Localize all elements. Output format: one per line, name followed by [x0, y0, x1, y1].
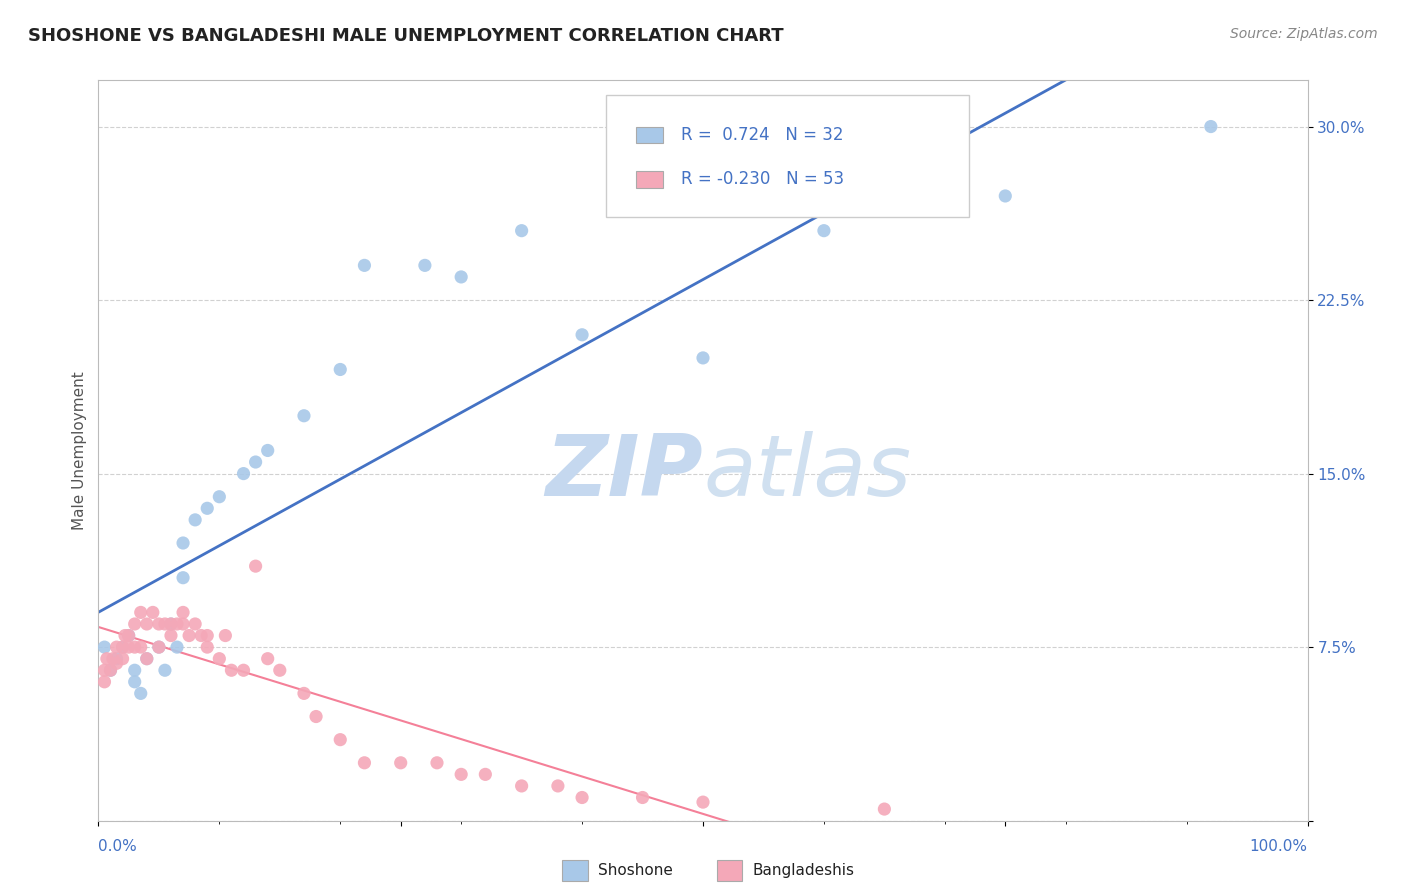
Point: [172, 617, 194, 632]
Point: [153, 617, 176, 632]
Point: [426, 756, 449, 770]
FancyBboxPatch shape: [606, 95, 969, 218]
Point: [692, 795, 714, 809]
Point: [111, 651, 134, 665]
Point: [100, 663, 122, 677]
Point: [510, 779, 533, 793]
Point: [195, 640, 218, 654]
Point: [353, 756, 375, 770]
Point: [111, 640, 134, 654]
Point: [118, 628, 141, 642]
Point: [292, 686, 315, 700]
Point: [329, 732, 352, 747]
Point: [195, 628, 218, 642]
Point: [118, 628, 141, 642]
Point: [184, 617, 207, 632]
Text: R = -0.230   N = 53: R = -0.230 N = 53: [682, 170, 845, 188]
Point: [245, 455, 267, 469]
Point: [135, 651, 157, 665]
Point: [111, 640, 134, 654]
Point: [195, 501, 218, 516]
Point: [93, 663, 115, 677]
Point: [571, 790, 593, 805]
Point: [353, 259, 375, 273]
Text: ZIP: ZIP: [546, 431, 703, 514]
Point: [129, 606, 152, 620]
Point: [135, 651, 157, 665]
Point: [166, 617, 188, 632]
Point: [105, 657, 128, 671]
Point: [994, 189, 1017, 203]
Point: [160, 617, 183, 632]
Text: Bangladeshis: Bangladeshis: [752, 863, 855, 878]
Point: [172, 606, 194, 620]
Point: [184, 513, 207, 527]
Point: [547, 779, 569, 793]
Point: [135, 617, 157, 632]
Point: [692, 351, 714, 365]
Point: [153, 663, 176, 677]
Point: [450, 767, 472, 781]
Text: R =  0.724   N = 32: R = 0.724 N = 32: [682, 126, 844, 145]
Point: [305, 709, 328, 723]
Point: [510, 224, 533, 238]
Point: [129, 640, 152, 654]
Point: [105, 651, 128, 665]
Point: [166, 640, 188, 654]
Point: [221, 663, 243, 677]
Text: Source: ZipAtlas.com: Source: ZipAtlas.com: [1230, 27, 1378, 41]
Point: [214, 628, 236, 642]
Point: [148, 640, 170, 654]
Point: [172, 536, 194, 550]
Point: [813, 224, 835, 238]
Point: [124, 674, 146, 689]
Point: [245, 559, 267, 574]
Point: [124, 640, 146, 654]
Point: [269, 663, 291, 677]
Point: [450, 269, 472, 284]
Point: [148, 617, 170, 632]
Point: [329, 362, 352, 376]
Point: [292, 409, 315, 423]
Point: [571, 327, 593, 342]
Point: [105, 640, 128, 654]
Point: [172, 571, 194, 585]
Point: [96, 651, 118, 665]
Y-axis label: Male Unemployment: Male Unemployment: [72, 371, 87, 530]
Point: [232, 663, 254, 677]
Text: 0.0%: 0.0%: [98, 839, 138, 855]
Point: [124, 617, 146, 632]
Point: [208, 651, 231, 665]
Point: [160, 617, 183, 632]
Point: [179, 628, 201, 642]
Point: [256, 651, 278, 665]
FancyBboxPatch shape: [637, 171, 664, 187]
Point: [232, 467, 254, 481]
Point: [118, 640, 141, 654]
Point: [124, 663, 146, 677]
FancyBboxPatch shape: [637, 127, 664, 144]
Point: [256, 443, 278, 458]
Text: SHOSHONE VS BANGLADESHI MALE UNEMPLOYMENT CORRELATION CHART: SHOSHONE VS BANGLADESHI MALE UNEMPLOYMEN…: [28, 27, 783, 45]
Point: [413, 259, 436, 273]
Point: [208, 490, 231, 504]
Point: [631, 790, 654, 805]
Point: [100, 663, 122, 677]
Point: [1199, 120, 1222, 134]
Point: [474, 767, 496, 781]
Point: [129, 686, 152, 700]
Point: [93, 640, 115, 654]
Text: 100.0%: 100.0%: [1250, 839, 1308, 855]
Point: [148, 640, 170, 654]
Point: [389, 756, 412, 770]
Point: [873, 802, 896, 816]
Text: Shoshone: Shoshone: [598, 863, 672, 878]
Point: [190, 628, 212, 642]
Point: [93, 674, 115, 689]
Point: [114, 628, 136, 642]
Point: [142, 606, 165, 620]
Point: [160, 628, 183, 642]
Text: atlas: atlas: [703, 431, 911, 514]
Point: [101, 651, 124, 665]
